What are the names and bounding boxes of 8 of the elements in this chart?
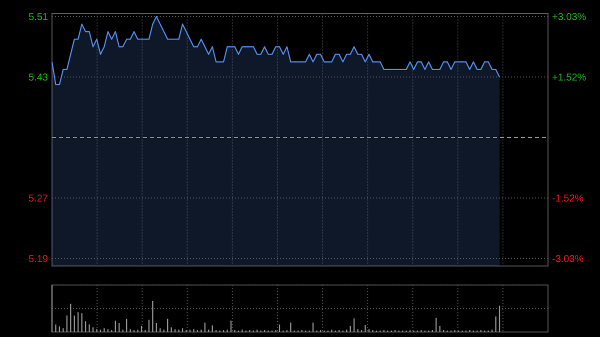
y2-tick-label: -1.52% bbox=[552, 194, 584, 205]
y2-tick-label: +1.52% bbox=[552, 72, 586, 84]
y-tick-label: 5.27 bbox=[28, 193, 48, 204]
y2-tick-label: -3.03% bbox=[552, 254, 584, 265]
y-tick-label: 5.43 bbox=[28, 72, 48, 84]
y-tick-label: 5.19 bbox=[28, 254, 48, 265]
y-tick-label: 5.51 bbox=[28, 12, 48, 24]
y2-tick-label: +3.03% bbox=[552, 12, 586, 24]
